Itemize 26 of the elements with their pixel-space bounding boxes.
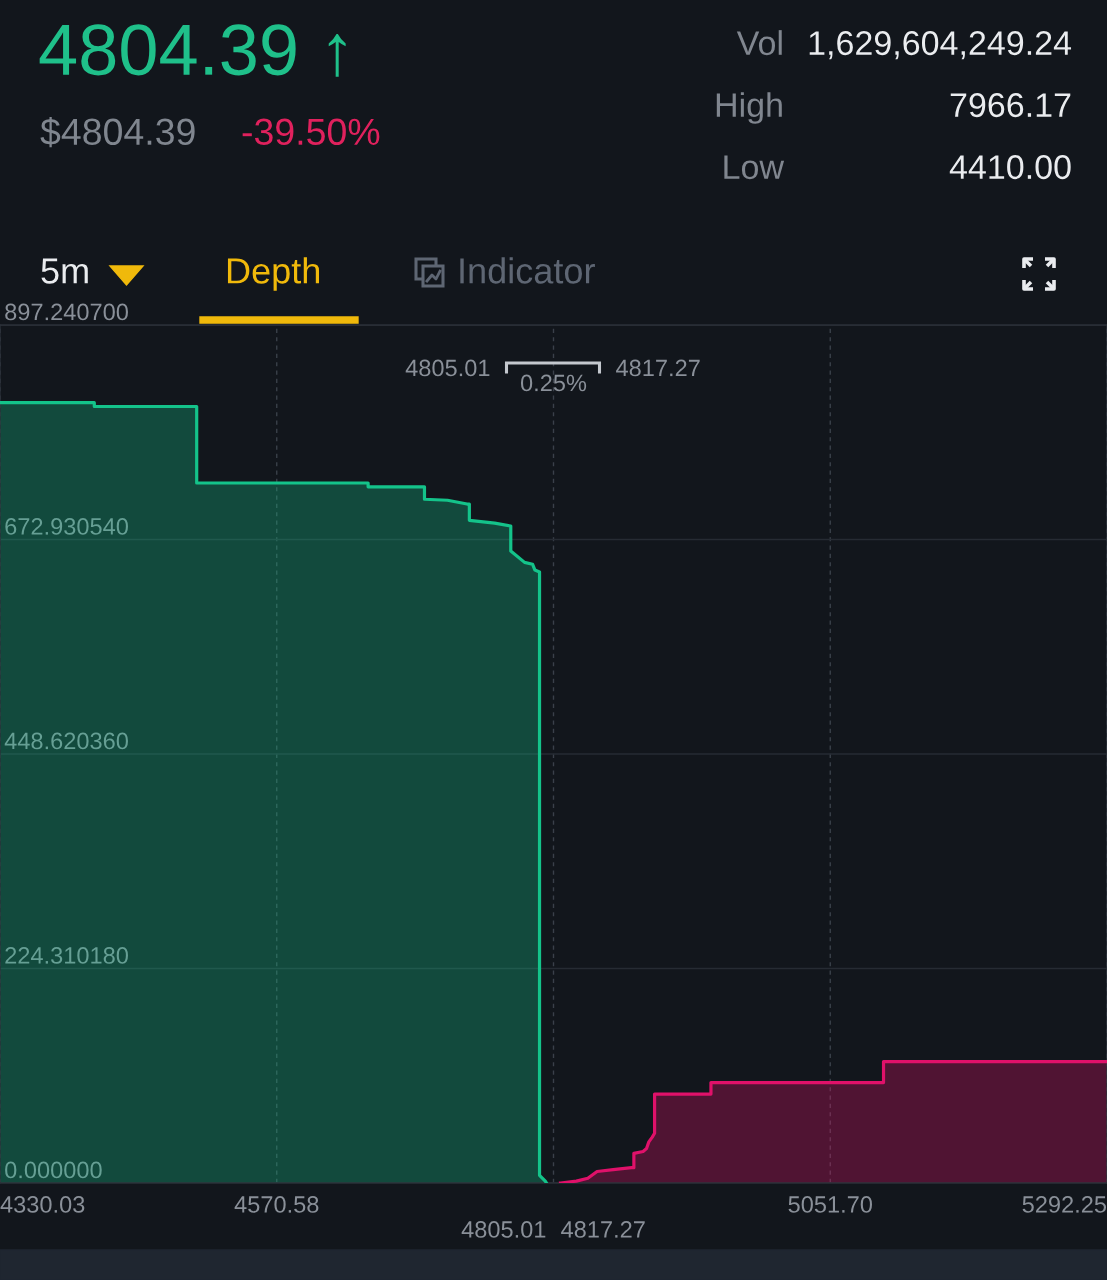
text: Indicator [460,257,595,284]
text: 1,629,604,249.24 [809,31,1072,60]
text: $4804.39 [40,116,195,148]
text: 4410.00 [949,155,1071,180]
y-tick-label: 224.310180 [5,947,128,964]
annotation: 4805.01 [461,1221,546,1238]
text: 5m [41,258,88,284]
x-tick-label: 5051.70 [788,1196,873,1213]
y-tick-label: 448.620360 [4,732,128,750]
y-tick-label: 0.000000 [5,1161,102,1179]
annotation: 4817.27 [561,1221,645,1238]
y-tick-label: 672.930540 [5,518,128,535]
text: Low [724,155,785,180]
annotation: 4805.01 [405,359,490,377]
x-tick-label: 4570.58 [234,1196,319,1213]
annotation: 0.25% [520,374,587,392]
text: Depth [227,257,320,291]
text: 4804.39 ↑ [39,24,346,77]
text: 7966.17 [950,93,1071,118]
annotation: 4817.27 [616,359,700,377]
text: High [716,92,782,124]
text: -39.50% [242,118,380,146]
text: Vol [736,30,782,56]
y-tick-label: 897.240700 [5,303,128,321]
x-tick-label: 4330.03 [0,1196,85,1213]
x-tick-label: 5292.25 [1022,1196,1107,1213]
